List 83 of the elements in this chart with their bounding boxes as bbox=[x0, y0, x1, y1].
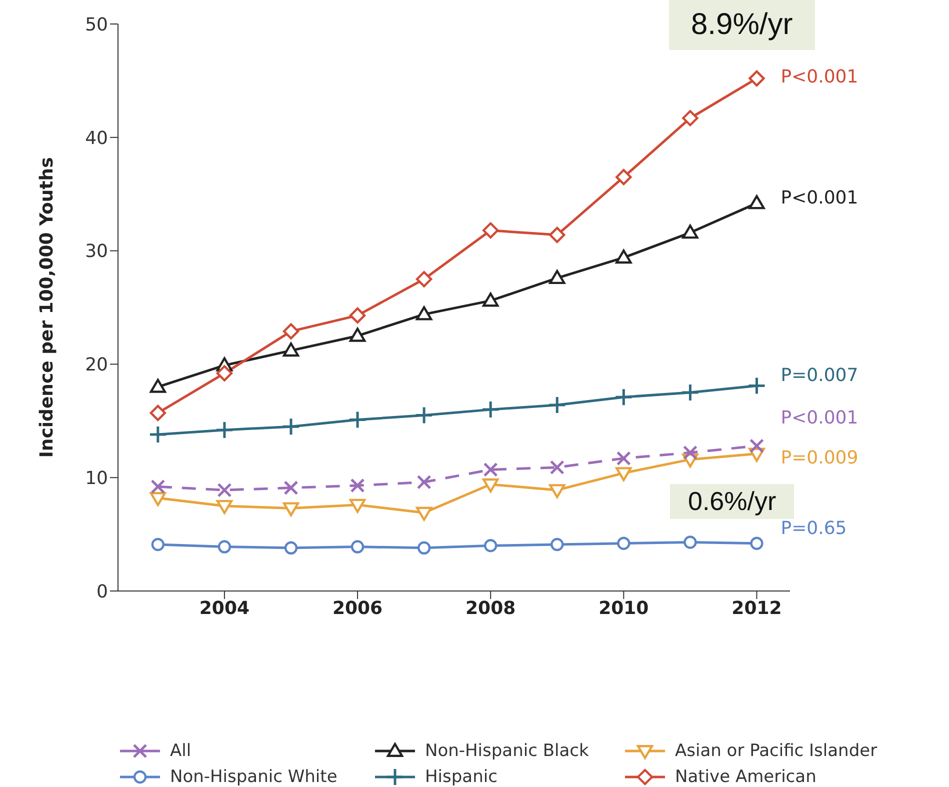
point bbox=[482, 222, 499, 238]
annotation: P<0.001 bbox=[780, 66, 858, 88]
point bbox=[682, 224, 698, 239]
point bbox=[550, 538, 564, 552]
point bbox=[416, 306, 432, 320]
y-tick-label: 10 bbox=[85, 468, 108, 489]
point bbox=[148, 425, 168, 444]
point bbox=[616, 451, 631, 466]
point bbox=[749, 438, 764, 454]
point bbox=[150, 378, 166, 393]
point bbox=[482, 292, 499, 307]
point bbox=[616, 250, 632, 264]
point bbox=[549, 226, 566, 244]
point bbox=[748, 70, 765, 87]
point bbox=[284, 541, 298, 555]
point bbox=[150, 492, 166, 506]
point bbox=[414, 406, 434, 424]
y-tick-label: 20 bbox=[85, 354, 108, 376]
point bbox=[616, 467, 632, 482]
point bbox=[416, 474, 432, 490]
point bbox=[218, 540, 232, 554]
legend-label: Native American bbox=[675, 767, 816, 787]
point bbox=[282, 502, 300, 516]
point bbox=[217, 482, 232, 498]
point bbox=[482, 478, 499, 493]
point bbox=[481, 400, 500, 419]
point bbox=[748, 195, 765, 210]
legend-label: Non-Hispanic Black bbox=[425, 741, 589, 761]
y-tick-label: 0 bbox=[96, 581, 108, 602]
point bbox=[549, 484, 566, 498]
point bbox=[750, 536, 764, 550]
y-tick-label: 50 bbox=[85, 14, 108, 36]
point bbox=[617, 536, 630, 550]
point bbox=[282, 417, 300, 436]
point bbox=[614, 388, 633, 406]
point bbox=[349, 328, 366, 342]
x-tick-label: 2004 bbox=[199, 598, 250, 619]
point bbox=[417, 541, 431, 555]
annotation: 0.6%/yr bbox=[670, 484, 794, 519]
point bbox=[350, 540, 364, 554]
point bbox=[150, 479, 166, 494]
point bbox=[350, 478, 365, 493]
y-axis-title: Incidence per 100,000 Youths bbox=[36, 157, 58, 458]
point bbox=[680, 383, 700, 402]
point bbox=[747, 376, 766, 395]
point bbox=[484, 539, 498, 552]
x-tick-label: 2010 bbox=[598, 598, 649, 619]
annotation: P<0.001 bbox=[780, 407, 858, 428]
annotation: P=0.009 bbox=[780, 447, 858, 468]
point bbox=[349, 498, 366, 513]
point bbox=[284, 480, 298, 496]
point bbox=[215, 420, 234, 440]
point bbox=[348, 410, 367, 430]
point bbox=[216, 365, 233, 382]
annotation: P=0.007 bbox=[780, 365, 858, 386]
point bbox=[550, 460, 564, 475]
point bbox=[684, 536, 697, 549]
point bbox=[151, 538, 165, 552]
annotation: P<0.001 bbox=[780, 188, 858, 209]
point bbox=[682, 110, 698, 126]
legend-label: Hispanic bbox=[425, 767, 498, 787]
point bbox=[682, 445, 698, 460]
x-tick-label: 2006 bbox=[332, 598, 383, 619]
point bbox=[216, 500, 233, 514]
point bbox=[150, 404, 166, 422]
legend-label: Non-Hispanic White bbox=[170, 767, 338, 787]
point bbox=[416, 506, 432, 521]
point bbox=[416, 271, 432, 288]
point bbox=[483, 462, 498, 477]
legend-label: Asian or Pacific Islander bbox=[675, 741, 878, 761]
point bbox=[616, 168, 632, 186]
annotation: P=0.65 bbox=[780, 518, 847, 540]
point bbox=[282, 342, 300, 357]
point bbox=[282, 323, 300, 340]
y-tick-label: 40 bbox=[85, 128, 108, 149]
x-tick-label: 2012 bbox=[732, 598, 782, 619]
x-tick-label: 2008 bbox=[466, 598, 516, 619]
legend-label: All bbox=[170, 741, 192, 761]
annotation: 8.9%/yr bbox=[669, 0, 815, 50]
point bbox=[349, 307, 366, 324]
y-tick-label: 30 bbox=[85, 241, 108, 262]
point bbox=[548, 396, 566, 414]
point bbox=[549, 270, 566, 284]
